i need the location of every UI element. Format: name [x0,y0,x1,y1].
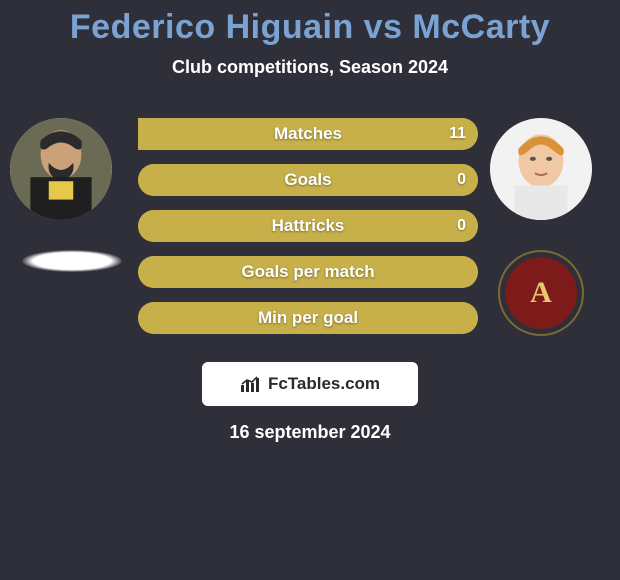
stat-row: Hattricks0 [138,210,478,242]
club-right-letter: A [505,257,577,329]
player-right-face-placeholder [490,118,592,220]
stat-label: Goals [138,164,478,196]
page-title: Federico Higuain vs McCarty [0,0,620,47]
stat-bars: Matches11Goals0Hattricks0Goals per match… [138,118,478,334]
stat-row: Matches11 [138,118,478,150]
stat-label: Hattricks [138,210,478,242]
date-text: 16 september 2024 [0,422,620,443]
player-right-club-badge: A [498,250,584,336]
comparison-infographic: Federico Higuain vs McCarty Club competi… [0,0,620,580]
branding-badge: FcTables.com [202,362,418,406]
stat-label: Goals per match [138,256,478,288]
stat-label: Min per goal [138,302,478,334]
stat-label: Matches [138,118,478,150]
bar-chart-icon [240,375,262,393]
stat-row: Goals0 [138,164,478,196]
stat-row: Min per goal [138,302,478,334]
player-left-avatar [10,118,112,220]
stat-value-right: 11 [449,118,466,150]
player-left-face-placeholder [10,118,112,220]
stat-row: Goals per match [138,256,478,288]
branding-text: FcTables.com [268,374,380,394]
page-subtitle: Club competitions, Season 2024 [0,57,620,78]
content-area: A Matches11Goals0Hattricks0Goals per mat… [0,118,620,348]
player-left-club-placeholder [22,250,122,272]
stat-value-right: 0 [457,164,466,196]
stat-value-right: 0 [457,210,466,242]
player-right-avatar [490,118,592,220]
